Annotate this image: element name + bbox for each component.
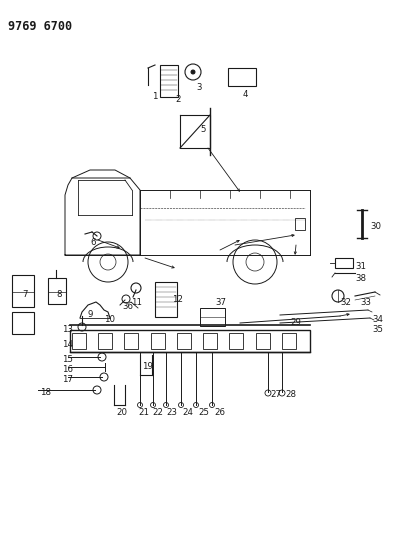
Text: 31: 31 [354,262,365,271]
Text: 17: 17 [62,375,73,384]
Text: 29: 29 [289,318,300,327]
Text: 37: 37 [214,298,225,307]
Text: 9: 9 [88,310,93,319]
Bar [48,278,66,304]
Bar [155,282,177,317]
Bar [294,218,304,230]
Text: 9769 6700: 9769 6700 [8,20,72,33]
Text: 2: 2 [175,95,180,104]
Bar [281,333,295,349]
Text: 35: 35 [371,325,382,334]
Text: 12: 12 [172,295,182,304]
Bar [12,312,34,334]
Bar [98,333,112,349]
Bar [124,333,138,349]
Bar [334,258,352,268]
Text: 15: 15 [62,355,73,364]
Text: 33: 33 [359,298,370,307]
Bar [229,333,243,349]
Text: 26: 26 [213,408,225,417]
Text: 34: 34 [371,315,382,324]
Bar [160,65,178,97]
Bar [70,330,309,352]
Bar [227,68,255,86]
Text: 30: 30 [369,222,380,231]
Bar [255,333,269,349]
Text: 28: 28 [284,390,295,399]
Text: 19: 19 [142,362,153,371]
Text: 38: 38 [354,274,365,283]
Text: 25: 25 [198,408,209,417]
Text: 8: 8 [56,290,61,299]
Text: 23: 23 [166,408,177,417]
Text: 27: 27 [270,390,280,399]
Text: 24: 24 [182,408,193,417]
Circle shape [191,70,195,74]
Text: 4: 4 [243,90,248,99]
Text: 3: 3 [196,83,201,92]
Text: 32: 32 [339,298,350,307]
Text: 21: 21 [138,408,148,417]
Bar [72,333,86,349]
Text: 20: 20 [116,408,127,417]
Bar [151,333,164,349]
Text: 11: 11 [131,298,142,307]
Text: 5: 5 [200,125,205,134]
Text: 10: 10 [104,315,115,324]
Bar [12,275,34,307]
Bar [177,333,191,349]
Bar [203,333,217,349]
Text: 36: 36 [122,302,133,311]
Text: 7: 7 [22,290,27,299]
Bar [200,308,225,326]
Text: 1: 1 [152,92,157,101]
Text: 13: 13 [62,325,73,334]
Text: 22: 22 [152,408,163,417]
Text: 18: 18 [40,388,51,397]
Text: 16: 16 [62,365,73,374]
Text: 6: 6 [90,238,95,247]
Text: 14: 14 [62,340,73,349]
